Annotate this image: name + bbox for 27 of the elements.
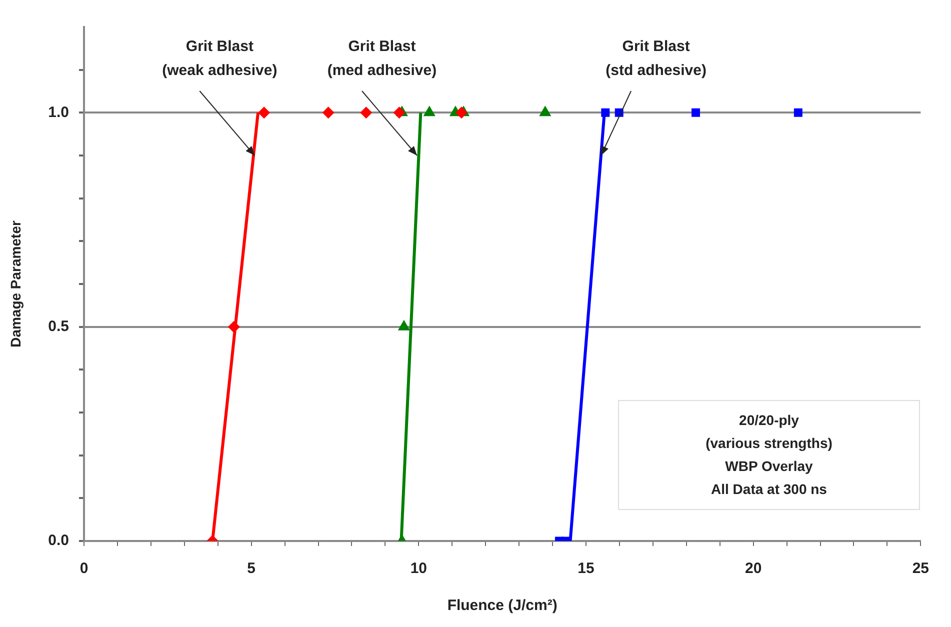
x-tick-label: 15	[578, 560, 594, 578]
point	[398, 320, 410, 330]
x-tick-label: 0	[80, 560, 88, 578]
y-axis-title: Damage Parameter	[7, 220, 24, 348]
point	[794, 108, 802, 117]
point	[423, 106, 436, 116]
y-tick-label: 0.5	[48, 318, 69, 335]
point	[692, 108, 700, 117]
point	[228, 320, 240, 333]
annotation: 20/20-ply (various strengths) WBP Overlay All Data at 300 ns	[704, 411, 834, 499]
point	[258, 106, 270, 119]
y-tick-label: 0.0	[48, 532, 69, 550]
point	[539, 106, 552, 116]
point	[601, 108, 610, 117]
annotation: Grit Blast (weak adhesive)	[162, 38, 278, 80]
x-tick-label: 10	[410, 560, 428, 578]
point	[360, 106, 372, 119]
annotation: Grit Blast (med adhesive)	[327, 38, 437, 80]
x-tick-label: 25	[912, 560, 929, 578]
x-tick-label: 5	[247, 560, 256, 578]
y-tick-label: 1.0	[48, 104, 69, 121]
x-axis-title: Fluence (J/cm²)	[447, 597, 558, 614]
annotation: Grit Blast (std adhesive)	[606, 38, 706, 80]
point	[322, 106, 334, 119]
point	[456, 106, 468, 119]
point	[393, 106, 406, 119]
x-tick-label: 20	[744, 560, 762, 578]
